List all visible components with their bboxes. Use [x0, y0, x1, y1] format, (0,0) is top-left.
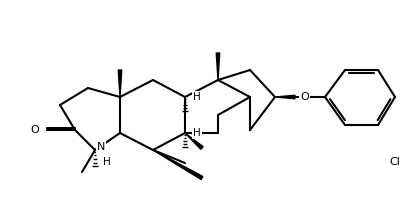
Text: O: O	[300, 92, 309, 102]
Text: H: H	[103, 157, 111, 167]
Text: H: H	[193, 92, 201, 102]
Text: H: H	[193, 128, 201, 138]
Polygon shape	[153, 150, 203, 180]
Polygon shape	[118, 70, 122, 97]
Text: O: O	[30, 125, 39, 135]
Polygon shape	[275, 95, 295, 99]
Text: Cl: Cl	[390, 157, 400, 167]
Text: N: N	[97, 142, 105, 152]
Polygon shape	[216, 53, 220, 80]
Polygon shape	[185, 133, 203, 149]
